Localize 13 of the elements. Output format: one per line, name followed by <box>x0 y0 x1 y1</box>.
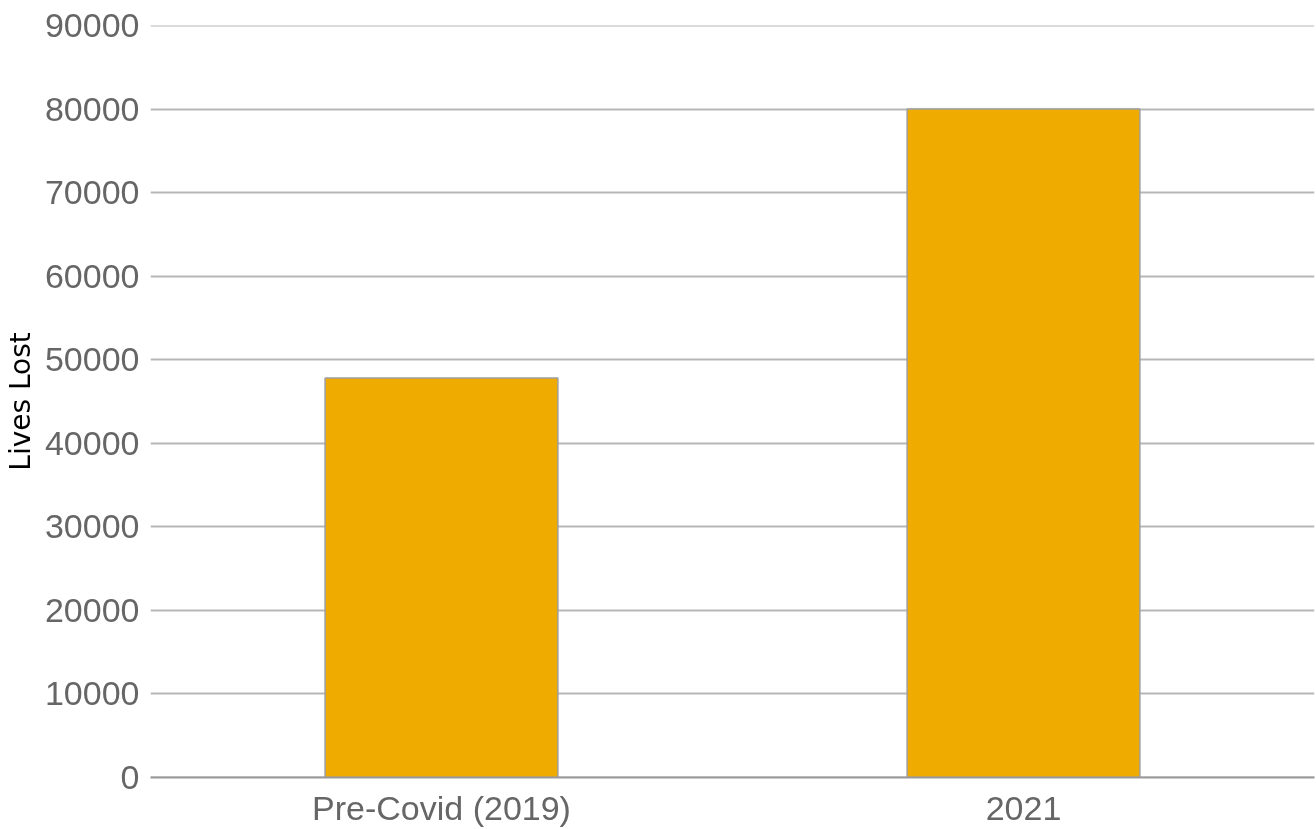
y-tick-label: 60000 <box>44 256 140 295</box>
y-tick-label: 20000 <box>44 590 140 629</box>
x-tick-label: 2021 <box>985 788 1062 827</box>
y-tick-label: 90000 <box>44 6 140 44</box>
y-tick-label: 50000 <box>44 340 140 379</box>
x-tick-label: Pre-Covid (2019) <box>312 788 571 827</box>
y-axis-title: Lives Lost <box>3 332 37 471</box>
y-tick-label: 40000 <box>44 423 140 462</box>
y-tick-label: 70000 <box>44 173 140 212</box>
y-tick-label: 10000 <box>44 674 140 713</box>
y-tick-label: 0 <box>120 758 140 796</box>
y-tick-label: 30000 <box>44 507 140 546</box>
y-tick-label: 80000 <box>44 89 140 128</box>
